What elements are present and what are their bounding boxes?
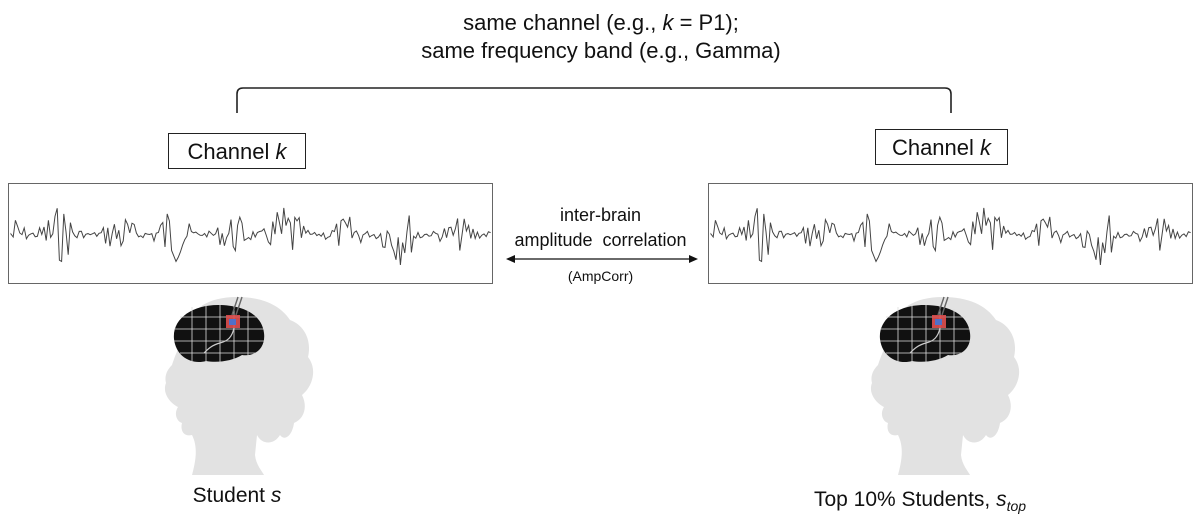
right-head-illustration xyxy=(870,296,1020,475)
left-channel-label: Channel k xyxy=(168,133,306,169)
header-line-1: same channel (e.g., k = P1); xyxy=(463,10,739,35)
correlation-label-2: amplitude correlation xyxy=(514,230,687,250)
header-line-2: same frequency band (e.g., Gamma) xyxy=(421,38,781,63)
right-caption: Top 10% Students, stop xyxy=(813,488,1027,514)
left-caption: Student s xyxy=(192,484,282,507)
brain-icon xyxy=(879,296,971,363)
left-head-illustration xyxy=(164,296,314,475)
right-eeg-signal xyxy=(710,207,1191,265)
brain-icon xyxy=(173,296,265,363)
left-eeg-panel xyxy=(8,183,493,284)
right-channel-label: Channel k xyxy=(875,129,1008,165)
correlation-label-1: inter-brain xyxy=(559,205,642,225)
correlation-abbrev: (AmpCorr) xyxy=(567,268,634,284)
right-eeg-panel xyxy=(708,183,1193,284)
left-eeg-signal xyxy=(10,207,491,265)
